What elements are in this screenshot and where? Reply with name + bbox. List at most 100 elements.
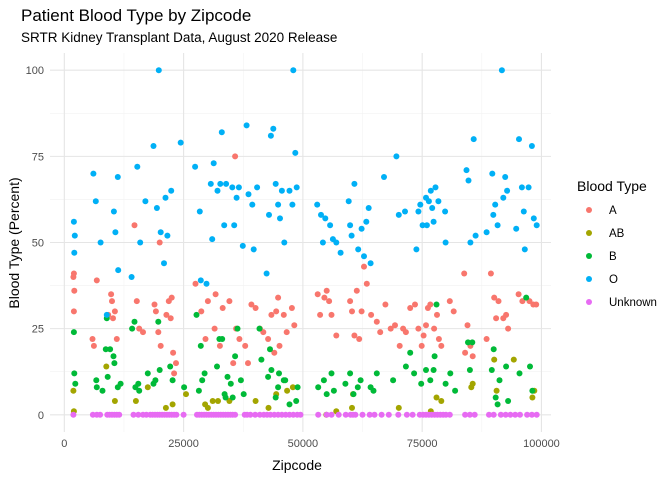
data-point-o <box>250 246 257 253</box>
data-point-unknown <box>116 411 123 418</box>
data-point-a <box>168 294 175 301</box>
data-point-a <box>219 305 226 311</box>
data-point-o <box>348 232 355 239</box>
data-point-a <box>368 311 375 318</box>
data-point-a <box>358 308 365 315</box>
data-point-o <box>395 211 402 218</box>
legend-label-unknown: Unknown <box>609 297 657 309</box>
data-point-a <box>113 336 120 342</box>
data-point-a <box>280 311 287 318</box>
data-point-b <box>258 356 265 363</box>
data-point-o <box>430 218 437 225</box>
data-point-b <box>93 384 100 391</box>
data-point-o <box>355 246 362 253</box>
data-point-o <box>197 277 204 284</box>
data-point-o <box>525 184 532 191</box>
data-point-b <box>505 398 512 404</box>
data-point-b <box>282 377 289 384</box>
data-point-b <box>136 387 143 394</box>
data-point-unknown <box>359 411 366 418</box>
data-point-b <box>492 394 499 401</box>
data-point-o <box>112 229 119 236</box>
data-point-unknown <box>342 411 349 418</box>
legend: Blood Type A AB BO Unknown <box>577 178 657 309</box>
data-point-unknown <box>352 411 359 418</box>
data-point-o <box>71 232 78 239</box>
data-point-o <box>442 239 449 246</box>
data-point-a <box>110 315 116 322</box>
data-point-b <box>201 370 208 377</box>
data-point-ab <box>215 398 221 404</box>
data-point-o <box>92 198 99 205</box>
data-point-unknown <box>486 411 492 418</box>
data-point-b <box>529 387 536 394</box>
data-point-a <box>427 301 434 308</box>
data-point-ab <box>289 384 296 391</box>
data-point-o <box>318 211 324 218</box>
data-point-a <box>133 298 140 305</box>
data-point-ab <box>111 398 118 404</box>
data-point-o <box>513 225 520 232</box>
data-point-a <box>446 298 453 305</box>
data-point-b <box>104 373 111 380</box>
data-point-b <box>347 370 354 377</box>
data-point-a <box>363 280 370 287</box>
data-point-a <box>252 305 259 311</box>
data-point-o <box>427 187 434 194</box>
data-point-b <box>466 367 473 373</box>
data-point-o <box>266 211 272 218</box>
data-point-o <box>498 67 505 74</box>
legend-label-o: O <box>609 274 618 286</box>
data-point-o <box>115 267 122 274</box>
data-point-o <box>293 184 300 191</box>
data-point-a <box>412 301 418 308</box>
data-point-ab <box>493 387 500 394</box>
data-point-b <box>402 363 409 370</box>
data-point-b <box>357 377 364 384</box>
data-point-b <box>195 387 202 394</box>
data-point-a <box>317 311 324 318</box>
data-point-o <box>90 170 97 177</box>
data-point-o <box>467 239 474 246</box>
data-point-a <box>353 287 360 294</box>
data-point-a <box>163 311 170 318</box>
data-point-b <box>256 325 263 332</box>
data-point-o <box>254 184 261 191</box>
data-point-o <box>470 136 477 143</box>
data-point-o <box>110 208 117 215</box>
data-point-o <box>134 163 141 170</box>
y-axis-ticks: 0 25 50 75 100 <box>26 65 44 422</box>
data-point-b <box>516 370 523 377</box>
data-point-b <box>447 370 454 377</box>
data-point-a <box>493 315 500 322</box>
data-point-unknown <box>247 411 254 418</box>
data-point-unknown <box>130 411 137 418</box>
data-point-b <box>494 401 501 408</box>
data-point-unknown <box>517 411 523 418</box>
data-point-o <box>502 174 509 180</box>
data-point-o <box>365 205 372 211</box>
data-point-a <box>157 342 164 349</box>
data-point-a <box>268 311 275 318</box>
data-point-b <box>71 370 78 377</box>
data-point-o <box>347 222 354 229</box>
data-point-unknown <box>490 411 497 418</box>
data-point-a <box>326 298 333 305</box>
data-point-b <box>315 384 322 391</box>
data-point-b <box>411 370 418 377</box>
data-point-a <box>469 353 476 360</box>
legend-label-b: B <box>609 251 617 263</box>
data-point-ab <box>395 404 402 411</box>
data-point-o <box>218 129 225 136</box>
data-point-b <box>152 377 159 384</box>
data-point-a <box>351 332 358 339</box>
data-point-b <box>320 377 327 384</box>
data-point-o <box>483 229 490 236</box>
data-point-b <box>496 377 503 384</box>
data-point-a <box>515 291 522 298</box>
data-point-ab <box>183 391 189 398</box>
data-point-ab <box>510 356 517 363</box>
data-point-a <box>90 342 97 349</box>
data-point-a <box>108 291 115 298</box>
data-point-o <box>351 180 358 187</box>
